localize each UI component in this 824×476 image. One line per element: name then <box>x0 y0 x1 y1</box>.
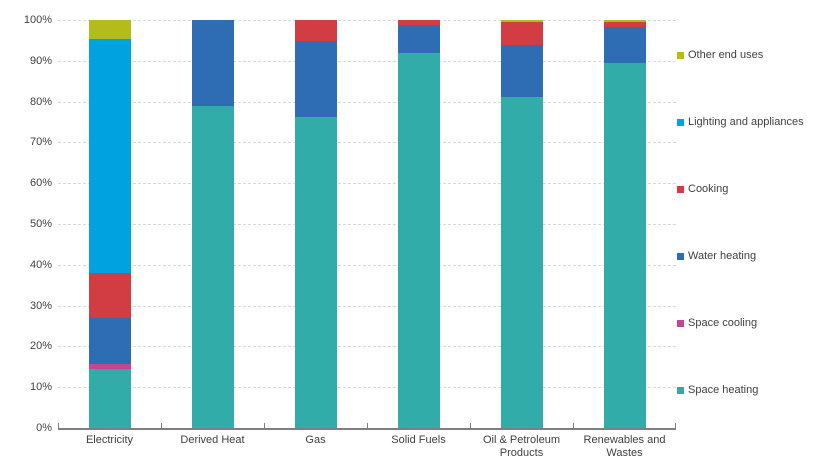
bar-segment-cooking <box>397 20 440 25</box>
legend-swatch-other-end-uses <box>677 51 684 59</box>
legend-label: Space heating <box>688 384 759 396</box>
legend-label: Other end uses <box>688 49 764 61</box>
legend-swatch-space-cooling <box>677 319 684 327</box>
y-axis-tick-label: 100% <box>23 14 52 26</box>
legend-item-water-heating: Water heating <box>677 249 756 263</box>
bar-segment-water-heating <box>500 44 543 97</box>
bar-segment-space-heating <box>294 117 337 428</box>
bar-segment-space-heating <box>603 63 646 428</box>
gridline <box>58 101 676 103</box>
y-axis-tick-label: 90% <box>29 54 52 67</box>
x-axis-category-label: Oil & Petroleum Products <box>482 434 561 459</box>
y-axis-tick-label: 50% <box>29 218 52 230</box>
bar-segment-cooking <box>603 22 646 28</box>
bar-oil-petroleum-products <box>500 20 543 428</box>
gridline <box>58 305 676 307</box>
bar-segment-water-heating <box>191 20 234 107</box>
plot-area <box>58 20 676 430</box>
legend-item-space-cooling: Space cooling <box>677 316 757 330</box>
y-axis-tick-label: 60% <box>29 177 52 190</box>
x-axis-line <box>58 428 676 430</box>
x-axis-tick <box>264 423 265 428</box>
legend-label: Cooking <box>688 183 729 195</box>
bar-solid-fuels <box>397 20 440 428</box>
gridline <box>58 224 676 225</box>
legend-swatch-cooking <box>677 185 684 193</box>
legend-swatch-lighting-and-appliances <box>677 118 684 126</box>
legend-item-other-end-uses: Other end uses <box>677 48 763 62</box>
bar-segment-cooking <box>500 22 543 45</box>
gridline <box>58 387 676 389</box>
bar-electricity <box>88 20 131 428</box>
bar-derived-heat <box>191 20 234 428</box>
bar-segment-space-heating <box>397 53 440 428</box>
gridline <box>58 20 676 21</box>
y-axis-tick-label: 20% <box>29 340 52 353</box>
y-axis-tick-label: 30% <box>29 299 52 312</box>
gridline <box>58 264 676 266</box>
x-axis-category-label: Gas <box>305 434 326 446</box>
x-axis-category-label: Derived Heat <box>180 434 245 446</box>
bar-segment-water-heating <box>88 317 131 364</box>
x-axis-tick <box>470 423 471 428</box>
bar-segment-space-cooling <box>88 363 131 369</box>
bar-segment-other-end-uses <box>603 20 646 23</box>
x-axis-tick <box>573 423 574 428</box>
legend-item-cooking: Cooking <box>677 182 728 196</box>
x-axis-tick <box>367 423 368 428</box>
x-axis-category-label: Renewables and Wastes <box>583 434 666 459</box>
bar-segment-cooking <box>294 20 337 41</box>
bar-segment-water-heating <box>603 27 646 64</box>
legend-item-space-heating: Space heating <box>677 383 758 397</box>
bar-segment-water-heating <box>397 24 440 54</box>
legend-swatch-space-heating <box>677 386 684 394</box>
x-axis-tick <box>58 423 59 428</box>
x-axis-tick <box>675 423 676 428</box>
x-axis-category-label: Electricity <box>85 434 134 446</box>
y-axis-tick-label: 40% <box>29 258 52 271</box>
x-axis-category-label: Solid Fuels <box>391 434 446 446</box>
bar-segment-other-end-uses <box>500 20 543 23</box>
bar-gas <box>294 20 337 428</box>
legend-label: Water heating <box>688 250 757 262</box>
x-axis-tick <box>161 423 162 428</box>
bar-segment-lighting-and-appliances <box>88 39 131 273</box>
gridline <box>58 183 676 185</box>
bar-segment-cooking <box>88 272 131 318</box>
legend-item-lighting-and-appliances: Lighting and appliances <box>677 115 804 129</box>
gridline <box>58 142 676 144</box>
bar-renewables-and-wastes <box>603 20 646 428</box>
bar-segment-space-heating <box>191 106 234 428</box>
legend-swatch-water-heating <box>677 252 684 260</box>
y-axis-tick-label: 80% <box>29 95 52 108</box>
bar-segment-other-end-uses <box>88 20 131 40</box>
bar-segment-space-heating <box>88 368 131 428</box>
legend-label: Space cooling <box>688 317 758 329</box>
bar-segment-water-heating <box>294 40 337 118</box>
y-axis-tick-label: 0% <box>36 422 52 434</box>
y-axis-tick-label: 10% <box>29 381 52 394</box>
y-axis-tick-label: 70% <box>29 136 52 149</box>
gridline <box>58 60 676 62</box>
legend-label: Lighting and appliances <box>688 116 804 128</box>
gridline <box>58 346 676 348</box>
bar-segment-space-heating <box>500 96 543 428</box>
